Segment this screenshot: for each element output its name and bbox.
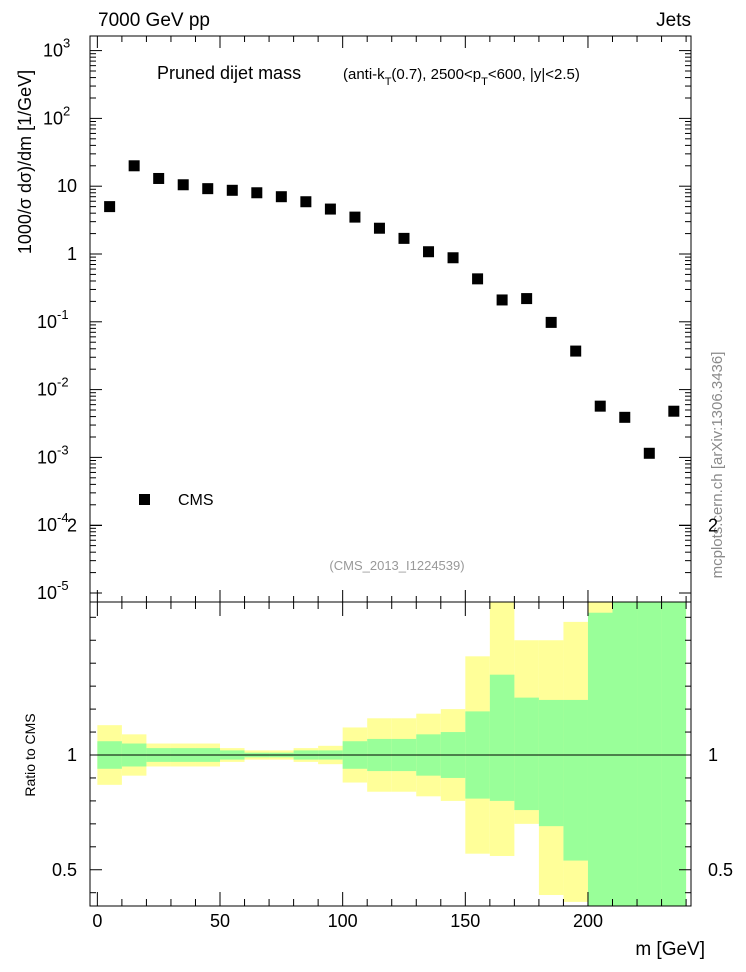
data-point [104, 201, 116, 213]
y-tick-label: 10-2 [37, 375, 69, 400]
main-y-axis-label: 1000/σ dσ)/dm [1/GeV] [15, 70, 35, 254]
data-point [226, 184, 238, 196]
x-tick-label: 100 [328, 911, 358, 931]
header-right: Jets [656, 10, 691, 31]
x-tick-label: 50 [210, 911, 230, 931]
ratio-y-axis-label: Ratio to CMS [22, 713, 38, 796]
ratio-plot-frame [89, 601, 692, 907]
data-point [349, 211, 361, 223]
ratio-band-inner [661, 602, 687, 906]
data-point [472, 273, 484, 285]
y-tick-label: 1 [67, 244, 77, 264]
ratio-y-tick-label: 0.5 [52, 860, 77, 880]
ratio-band-inner [538, 699, 564, 827]
ratio-y-tick-label-right: 1 [708, 745, 718, 765]
y-tick-label: 103 [43, 36, 70, 61]
x-tick-label: 0 [92, 911, 102, 931]
data-point [251, 187, 263, 199]
data-point [619, 411, 631, 423]
data-point [496, 294, 508, 306]
data-point [153, 172, 165, 184]
y-tick-label: 10-4 [37, 510, 69, 535]
legend-marker [139, 494, 150, 505]
ratio-y-tick-label-right: 0.5 [708, 860, 733, 880]
y-tick-label: 102 [43, 103, 70, 128]
ratio-band-inner [489, 674, 515, 801]
chart-title-sub: (anti-kT(0.7), 2500<pT<600, |y|<2.5) [343, 66, 580, 88]
y-tick-label: 10 [57, 176, 77, 196]
x-axis-label: m [GeV] [635, 939, 705, 960]
y-tick-label: 10-5 [37, 578, 69, 603]
data-point [521, 293, 533, 305]
ratio-band-inner [637, 602, 662, 906]
header-left: 7000 GeV pp [98, 10, 210, 31]
ratio-band-inner [612, 602, 638, 906]
ratio-band-inner [587, 612, 613, 906]
x-tick-label: 150 [450, 911, 480, 931]
ratio-y-tick-label-right: 2 [708, 516, 718, 536]
data-point [398, 232, 410, 244]
data-point [177, 179, 189, 191]
data-point [668, 405, 680, 417]
x-tick-label: 200 [573, 911, 603, 931]
ratio-y-tick-label: 2 [67, 516, 77, 536]
ratio-band-inner [514, 697, 539, 811]
side-source-label: mcplots.cern.ch [arXiv:1306.3436] [709, 352, 726, 579]
data-point [545, 316, 557, 328]
ratio-band-inner [563, 699, 588, 861]
ratio-y-tick-label: 1 [67, 745, 77, 765]
main-plot-frame [89, 35, 692, 603]
data-point [423, 246, 435, 258]
data-point [570, 345, 582, 357]
data-point [324, 203, 336, 215]
y-tick-label: 10-3 [37, 442, 69, 467]
data-point [300, 196, 312, 208]
data-point [643, 447, 655, 459]
ratio-axis-ticks: 0 50 100 150 200 0.5 0.5 1 1 2 2 [52, 516, 733, 932]
data-point [275, 191, 287, 203]
data-point [373, 222, 385, 234]
legend-label: CMS [178, 492, 214, 509]
data-point [447, 252, 459, 264]
data-point [128, 160, 140, 172]
y-tick-label: 10-1 [37, 307, 69, 332]
analysis-watermark: (CMS_2013_I1224539) [329, 558, 464, 573]
chart-title-main: Pruned dijet mass [157, 63, 301, 83]
data-point [202, 183, 214, 195]
data-point [594, 400, 606, 412]
main-axis-ticks: 10-5 10-4 10-3 10-2 10-1 1 10 102 103 [37, 36, 691, 603]
